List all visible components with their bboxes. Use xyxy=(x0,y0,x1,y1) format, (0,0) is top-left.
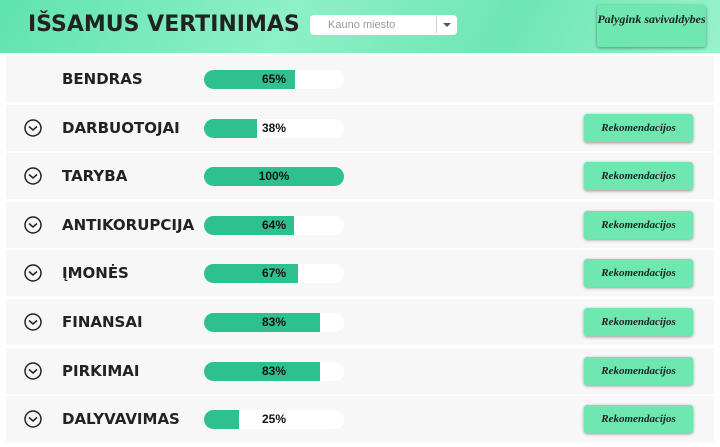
recommendations-button[interactable]: Rekomendacijos xyxy=(584,259,693,288)
chevron[interactable] xyxy=(24,167,42,185)
chevron[interactable] xyxy=(24,410,42,428)
progress-bar xyxy=(204,118,258,138)
row-name: FINANSAI xyxy=(62,312,143,331)
row-name: BENDRAS xyxy=(62,70,143,88)
row: FINANSAI 83% Rekomendacijos xyxy=(6,298,714,345)
row: TARYBA 100% Rekomendacijos xyxy=(6,153,714,200)
title: IŠSAMUS VERTINIMAS xyxy=(28,12,300,37)
progress-bar xyxy=(204,410,239,430)
row: ANTIKORUPCIJA 64% Rekomendacijos xyxy=(6,201,714,248)
row-name: ANTIKORUPCIJA xyxy=(62,215,195,234)
chevron[interactable] xyxy=(24,216,42,234)
row: BENDRAS 65% xyxy=(6,56,714,102)
row-name: DARBUOTOJAI xyxy=(62,118,180,137)
expand-icon[interactable] xyxy=(24,167,42,185)
progress-label: 65% xyxy=(261,72,287,86)
progress-label: 67% xyxy=(261,266,287,281)
progress-label: 25% xyxy=(261,412,287,427)
row-name: TARYBA xyxy=(62,167,128,186)
row-name: DALYVAVIMAS xyxy=(62,410,180,429)
progress-label: 64% xyxy=(261,217,287,232)
chevron[interactable] xyxy=(24,118,42,137)
progress-bar xyxy=(204,167,344,187)
chevron[interactable] xyxy=(24,313,42,331)
progress-bar xyxy=(204,70,295,89)
progress-track: 65% xyxy=(204,70,344,89)
expand-icon[interactable] xyxy=(24,410,42,428)
dropdown-arrow[interactable] xyxy=(436,17,457,33)
expand-icon[interactable] xyxy=(24,313,42,331)
progress-track: 38% xyxy=(204,118,344,138)
rows: BENDRAS 65% DARBUOTOJAI 38% Rekomendacijos TA… xyxy=(6,56,714,445)
header: IŠSAMUS VERTINIMAS Kauno miesto Palygink… xyxy=(0,0,720,53)
progress-label: 83% xyxy=(261,314,287,329)
progress-bar xyxy=(204,215,294,235)
row: DALYVAVIMAS 25% Rekomendacijos xyxy=(6,396,714,443)
compare-button[interactable]: Palygink savivaldybes xyxy=(597,5,706,47)
recommendations-button[interactable]: Rekomendacijos xyxy=(584,307,693,336)
expand-icon[interactable] xyxy=(24,216,42,234)
progress-label: 83% xyxy=(261,363,287,378)
recommendations-button[interactable]: Rekomendacijos xyxy=(584,210,693,239)
expand-icon[interactable] xyxy=(24,361,42,380)
recommendations-button[interactable]: Rekomendacijos xyxy=(584,113,693,142)
expand-icon[interactable] xyxy=(24,264,42,283)
progress-track: 100% xyxy=(204,167,344,187)
progress-track: 64% xyxy=(204,215,344,235)
row: DARBUOTOJAI 38% Rekomendacijos xyxy=(6,104,714,151)
progress-track: 83% xyxy=(204,361,344,381)
expand-icon[interactable] xyxy=(24,118,42,137)
chevron[interactable] xyxy=(24,264,42,283)
progress-label: 38% xyxy=(261,120,287,135)
progress-track: 25% xyxy=(204,410,344,430)
progress-track: 83% xyxy=(204,312,344,332)
recommendations-button[interactable]: Rekomendacijos xyxy=(584,405,693,434)
row-name: PIRKIMAI xyxy=(62,361,140,380)
chevron[interactable] xyxy=(24,361,42,380)
progress-track: 67% xyxy=(204,264,344,284)
recommendations-button[interactable]: Rekomendacijos xyxy=(584,162,693,191)
dropdown[interactable]: Kauno miesto xyxy=(310,15,457,35)
progress-bar xyxy=(204,264,298,284)
dropdown-text: Kauno miesto xyxy=(328,19,396,31)
recommendations-button[interactable]: Rekomendacijos xyxy=(584,356,693,385)
row: PIRKIMAI 83% Rekomendacijos xyxy=(6,347,714,394)
row: ĮMONĖS 67% Rekomendacijos xyxy=(6,250,714,297)
row-name: ĮMONĖS xyxy=(62,264,129,283)
progress-bar xyxy=(204,312,321,332)
progress-bar xyxy=(204,361,321,381)
progress-label: 100% xyxy=(258,169,290,184)
